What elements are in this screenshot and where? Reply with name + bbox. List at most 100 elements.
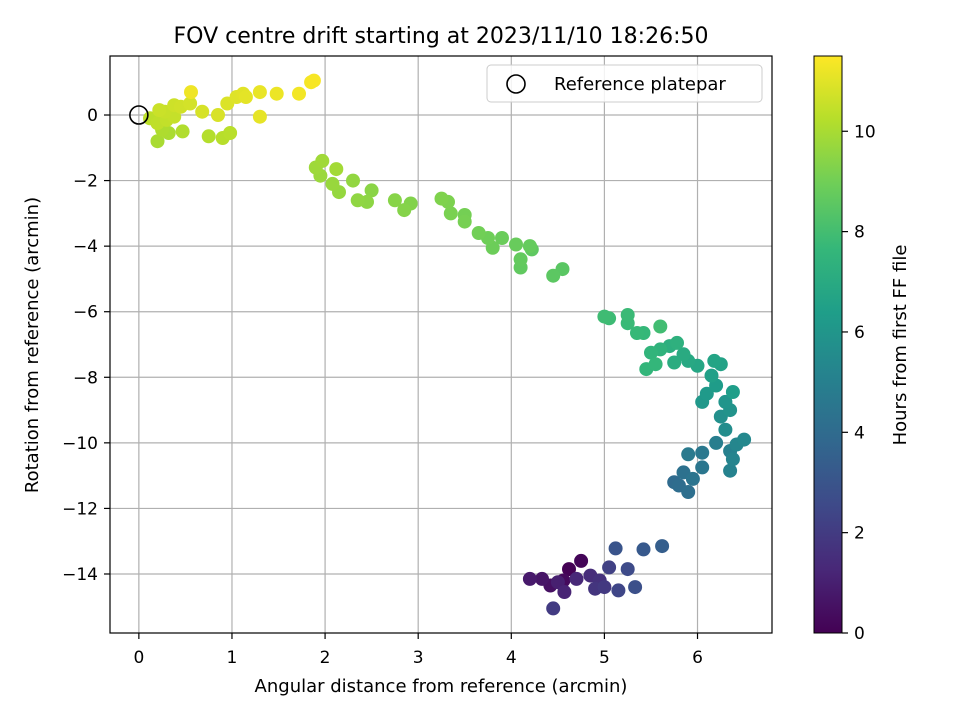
scatter-point xyxy=(175,124,190,139)
scatter-point xyxy=(648,357,663,372)
scatter-point xyxy=(183,96,198,111)
colorbar-tick-label: 8 xyxy=(854,223,865,243)
scatter-point xyxy=(364,183,379,198)
scatter-point xyxy=(509,237,523,252)
scatter-point xyxy=(252,109,267,124)
scatter-point xyxy=(655,539,670,554)
colorbar: 0 2 4 6 8 10 Hours from first FF file xyxy=(813,55,911,644)
scatter-point xyxy=(695,445,710,460)
scatter-point xyxy=(238,90,253,104)
scatter-point xyxy=(681,447,696,462)
colorbar-gradient xyxy=(814,56,842,633)
x-tick-label: 6 xyxy=(692,648,703,668)
scatter-point xyxy=(152,103,167,118)
plot-area xyxy=(109,55,773,634)
scatter-points xyxy=(143,73,752,616)
colorbar-tick-label: 0 xyxy=(854,624,865,644)
scatter-point xyxy=(211,108,225,122)
scatter-point xyxy=(513,252,528,267)
scatter-point xyxy=(315,153,330,168)
scatter-point xyxy=(718,394,733,409)
x-tick-label: 4 xyxy=(506,648,517,668)
scatter-point xyxy=(457,214,472,229)
scatter-point xyxy=(597,580,612,595)
colorbar-frame xyxy=(813,55,843,634)
axes-frame xyxy=(109,55,773,634)
scatter-point xyxy=(434,191,449,206)
scatter-point xyxy=(704,368,719,383)
y-tick-label: −6 xyxy=(73,303,98,323)
scatter-point xyxy=(628,580,643,595)
y-tick-label: −8 xyxy=(73,368,98,388)
scatter-point xyxy=(546,601,561,616)
scatter-point xyxy=(569,571,584,586)
colorbar-label: Hours from first FF file xyxy=(890,245,911,446)
scatter-point xyxy=(685,471,700,486)
scatter-point xyxy=(636,542,651,557)
scatter-point xyxy=(630,326,644,340)
scatter-point xyxy=(306,73,321,88)
scatter-point xyxy=(667,355,682,370)
scatter-point xyxy=(443,206,458,221)
scatter-point xyxy=(557,585,572,599)
scatter-point xyxy=(602,560,617,575)
scatter-point xyxy=(670,335,684,350)
scatter-point xyxy=(611,583,626,598)
scatter-point xyxy=(252,85,267,100)
scatter-point xyxy=(644,345,658,360)
scatter-point xyxy=(707,353,722,368)
scatter-point xyxy=(535,571,549,586)
scatter-point xyxy=(723,463,738,478)
scatter-point xyxy=(195,104,210,119)
scatter-point xyxy=(471,226,486,240)
scatter-point xyxy=(709,435,724,450)
y-tick-label: 0 xyxy=(87,106,98,126)
scatter-point xyxy=(620,308,635,322)
reference-platepar-marker xyxy=(129,105,149,125)
y-axis-label: Rotation from reference (arcmin) xyxy=(22,197,43,493)
scatter-point xyxy=(725,452,740,467)
y-tick-label: −4 xyxy=(73,237,98,257)
scatter-point xyxy=(562,562,576,577)
x-axis-ticks: 0 1 2 3 4 5 6 xyxy=(133,633,703,668)
y-axis-ticks: −14 −12 −10 −8 −6 −4 −2 0 xyxy=(62,106,110,585)
x-tick-label: 3 xyxy=(413,648,424,668)
scatter-point xyxy=(608,541,623,556)
scatter-point xyxy=(718,422,733,437)
scatter-point xyxy=(269,86,284,101)
scatter-point xyxy=(201,129,216,144)
scatter-point xyxy=(387,193,402,208)
scatter-point xyxy=(737,432,752,447)
scatter-point xyxy=(725,385,740,399)
scatter-point xyxy=(597,309,612,324)
scatter-point xyxy=(223,126,238,140)
y-tick-label: −10 xyxy=(62,434,98,454)
x-tick-label: 5 xyxy=(599,648,610,668)
legend-marker-icon xyxy=(506,74,526,94)
scatter-point xyxy=(653,319,668,334)
scatter-point xyxy=(681,485,696,499)
x-tick-label: 1 xyxy=(227,648,238,668)
scatter-point xyxy=(325,176,340,191)
scatter-point xyxy=(150,134,165,149)
x-axis-label: Angular distance from reference (arcmin) xyxy=(255,676,628,697)
scatter-point xyxy=(346,173,360,188)
scatter-point xyxy=(522,571,537,586)
grid-lines xyxy=(110,56,772,633)
scatter-point xyxy=(676,347,691,362)
scatter-point xyxy=(695,460,710,475)
scatter-point xyxy=(699,386,714,401)
chart-title: FOV centre drift starting at 2023/11/10 … xyxy=(174,24,709,49)
legend: Reference platepar xyxy=(486,64,763,103)
x-tick-label: 2 xyxy=(320,648,331,668)
scatter-point xyxy=(546,268,561,283)
legend-box xyxy=(486,64,763,103)
colorbar-tick-label: 2 xyxy=(854,524,865,544)
scatter-point xyxy=(620,562,635,577)
scatter-point xyxy=(495,231,509,245)
y-tick-label: −14 xyxy=(62,565,98,585)
x-tick-label: 0 xyxy=(133,648,144,668)
legend-label: Reference platepar xyxy=(554,74,726,95)
scatter-point xyxy=(574,553,589,568)
